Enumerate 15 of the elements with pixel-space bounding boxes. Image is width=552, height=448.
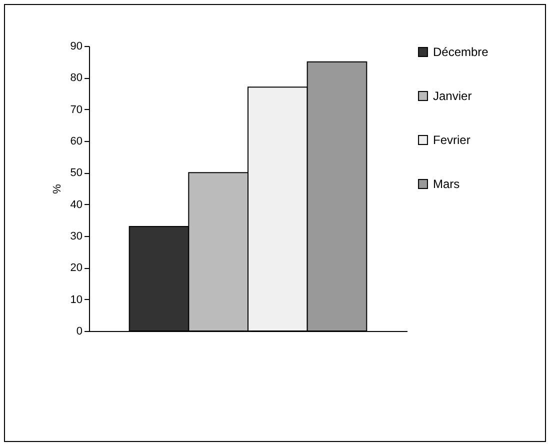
y-tick-label: 90 [70,40,82,52]
y-tick-label: 80 [70,72,82,84]
y-axis-title: % [51,184,64,194]
legend-label: Décembre [433,45,489,59]
y-tick-label: 10 [70,294,82,306]
y-tick-label: 50 [70,167,82,180]
y-tick-label: 70 [70,104,82,116]
legend-label: Janvier [433,89,472,103]
y-tick-label: 0 [76,326,82,338]
legend-label: Mars [433,177,460,191]
legend-label: Fevrier [433,133,470,147]
y-tick-label: 20 [70,262,82,274]
y-tick-label: 60 [70,136,82,148]
y-tick-label: 40 [70,198,82,211]
y-tick-label: 30 [70,230,82,242]
